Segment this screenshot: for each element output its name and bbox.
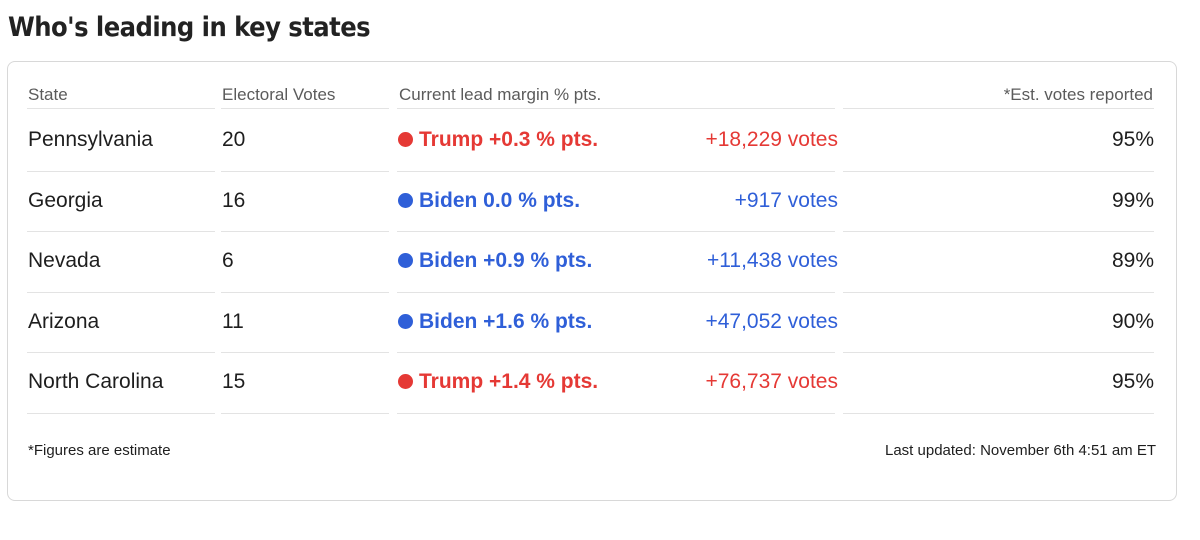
lead-margin-text: Biden +0.9 % pts. [419, 249, 593, 272]
lead-margin: Biden +1.6 % pts. [398, 302, 592, 342]
page-title: Who's leading in key states [8, 12, 371, 43]
lead-margin-text: Biden +1.6 % pts. [419, 310, 593, 333]
header-state: State [28, 85, 68, 104]
row-divider [221, 352, 389, 353]
state-name: Nevada [28, 249, 101, 272]
votes-reported: 99% [1111, 189, 1154, 212]
row-divider [843, 413, 1154, 414]
row-divider [221, 231, 389, 232]
header-lead-margin: Current lead margin % pts. [399, 85, 602, 104]
vote-lead: +11,438 votes [707, 249, 838, 272]
candidate-dot-icon [398, 374, 413, 389]
row-divider [27, 292, 215, 293]
row-divider [397, 352, 835, 353]
candidate-dot-icon [398, 314, 413, 329]
candidate-dot-icon [398, 193, 413, 208]
votes-reported: 95% [1111, 370, 1154, 393]
lead-margin: Biden +0.9 % pts. [398, 241, 592, 281]
votes-reported: 89% [1111, 249, 1154, 272]
row-divider [843, 292, 1154, 293]
state-name: Arizona [28, 310, 100, 333]
row-divider [221, 413, 389, 414]
candidate-dot-icon [398, 253, 413, 268]
row-divider [221, 292, 389, 293]
last-updated: Last updated: November 6th 4:51 am ET [885, 442, 1156, 459]
electoral-votes: 11 [222, 310, 244, 333]
lead-margin: Trump +1.4 % pts. [398, 362, 598, 402]
vote-lead: +917 votes [734, 189, 838, 212]
state-name: North Carolina [28, 370, 164, 393]
lead-margin: Biden 0.0 % pts. [398, 181, 580, 221]
votes-reported: 90% [1111, 310, 1154, 333]
row-divider [27, 352, 215, 353]
header-divider [843, 108, 1154, 109]
row-divider [397, 292, 835, 293]
lead-margin-text: Trump +0.3 % pts. [419, 128, 599, 151]
header-divider [27, 108, 215, 109]
row-divider [27, 231, 215, 232]
row-divider [843, 231, 1154, 232]
footnote: *Figures are estimate [28, 442, 171, 459]
row-divider [843, 352, 1154, 353]
row-divider [843, 171, 1154, 172]
vote-lead: +76,737 votes [705, 370, 838, 393]
lead-margin-text: Biden 0.0 % pts. [419, 189, 581, 212]
row-divider [397, 413, 835, 414]
row-divider [27, 413, 215, 414]
header-electoral-votes: Electoral Votes [222, 85, 336, 104]
lead-margin-text: Trump +1.4 % pts. [419, 370, 599, 393]
row-divider [397, 231, 835, 232]
state-name: Pennsylvania [28, 128, 153, 151]
row-divider [27, 171, 215, 172]
row-divider [397, 171, 835, 172]
row-divider [221, 171, 389, 172]
results-card [7, 61, 1177, 501]
electoral-votes: 20 [222, 128, 246, 151]
votes-reported: 95% [1111, 128, 1154, 151]
candidate-dot-icon [398, 132, 413, 147]
electoral-votes: 15 [222, 370, 246, 393]
vote-lead: +18,229 votes [705, 128, 838, 151]
header-divider [397, 108, 835, 109]
header-votes-reported: *Est. votes reported [1003, 85, 1153, 104]
electoral-votes: 16 [222, 189, 246, 212]
lead-margin: Trump +0.3 % pts. [398, 120, 598, 160]
header-divider [221, 108, 389, 109]
electoral-votes: 6 [222, 249, 234, 272]
state-name: Georgia [28, 189, 103, 212]
vote-lead: +47,052 votes [705, 310, 838, 333]
